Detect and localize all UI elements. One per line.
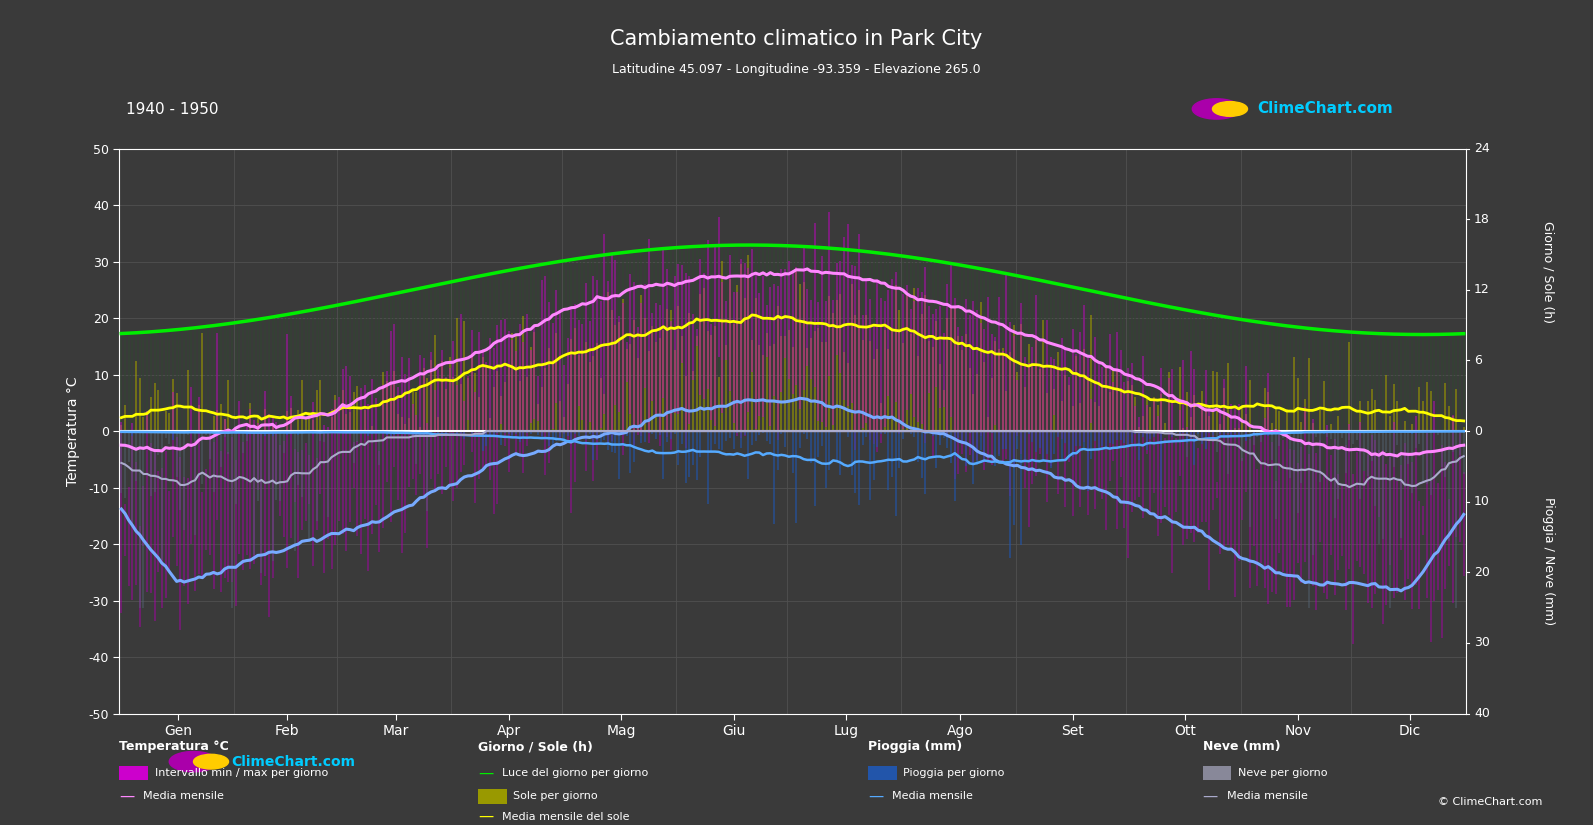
Text: Giorno / Sole (h): Giorno / Sole (h) bbox=[478, 740, 593, 753]
Text: 6: 6 bbox=[1474, 354, 1481, 367]
Text: Pioggia (mm): Pioggia (mm) bbox=[868, 740, 962, 753]
Text: —: — bbox=[478, 809, 494, 824]
Text: Media mensile: Media mensile bbox=[1227, 791, 1308, 801]
Text: Pioggia per giorno: Pioggia per giorno bbox=[903, 768, 1005, 778]
Text: Pioggia / Neve (mm): Pioggia / Neve (mm) bbox=[1542, 497, 1555, 625]
Text: —: — bbox=[1203, 789, 1219, 804]
Text: 30: 30 bbox=[1474, 636, 1489, 649]
Text: Cambiamento climatico in Park City: Cambiamento climatico in Park City bbox=[610, 29, 983, 49]
Y-axis label: Temperatura °C: Temperatura °C bbox=[67, 376, 80, 486]
Text: 40: 40 bbox=[1474, 707, 1489, 720]
Text: Latitudine 45.097 - Longitudine -93.359 - Elevazione 265.0: Latitudine 45.097 - Longitudine -93.359 … bbox=[612, 63, 981, 76]
Text: © ClimeChart.com: © ClimeChart.com bbox=[1437, 797, 1542, 807]
Text: —: — bbox=[119, 789, 135, 804]
Circle shape bbox=[169, 752, 218, 772]
Text: Sole per giorno: Sole per giorno bbox=[513, 791, 597, 801]
Text: —: — bbox=[478, 766, 494, 780]
Text: Media mensile del sole: Media mensile del sole bbox=[502, 812, 629, 822]
Circle shape bbox=[1192, 99, 1241, 119]
Text: 24: 24 bbox=[1474, 142, 1489, 155]
Text: 1940 - 1950: 1940 - 1950 bbox=[126, 102, 218, 117]
Text: ClimeChart.com: ClimeChart.com bbox=[231, 755, 355, 769]
Circle shape bbox=[193, 754, 228, 769]
Circle shape bbox=[1212, 101, 1247, 116]
Text: Neve per giorno: Neve per giorno bbox=[1238, 768, 1327, 778]
Text: Giorno / Sole (h): Giorno / Sole (h) bbox=[1542, 221, 1555, 323]
Text: —: — bbox=[868, 789, 884, 804]
Text: Temperatura °C: Temperatura °C bbox=[119, 740, 229, 753]
Text: 18: 18 bbox=[1474, 213, 1489, 226]
Text: 20: 20 bbox=[1474, 566, 1489, 579]
Text: Neve (mm): Neve (mm) bbox=[1203, 740, 1281, 753]
Text: 12: 12 bbox=[1474, 283, 1489, 296]
Text: 0: 0 bbox=[1474, 425, 1481, 437]
Text: ClimeChart.com: ClimeChart.com bbox=[1257, 101, 1392, 116]
Text: Intervallo min / max per giorno: Intervallo min / max per giorno bbox=[155, 768, 328, 778]
Text: 10: 10 bbox=[1474, 495, 1489, 508]
Text: Media mensile: Media mensile bbox=[143, 791, 225, 801]
Text: Luce del giorno per giorno: Luce del giorno per giorno bbox=[502, 768, 648, 778]
Text: Media mensile: Media mensile bbox=[892, 791, 973, 801]
